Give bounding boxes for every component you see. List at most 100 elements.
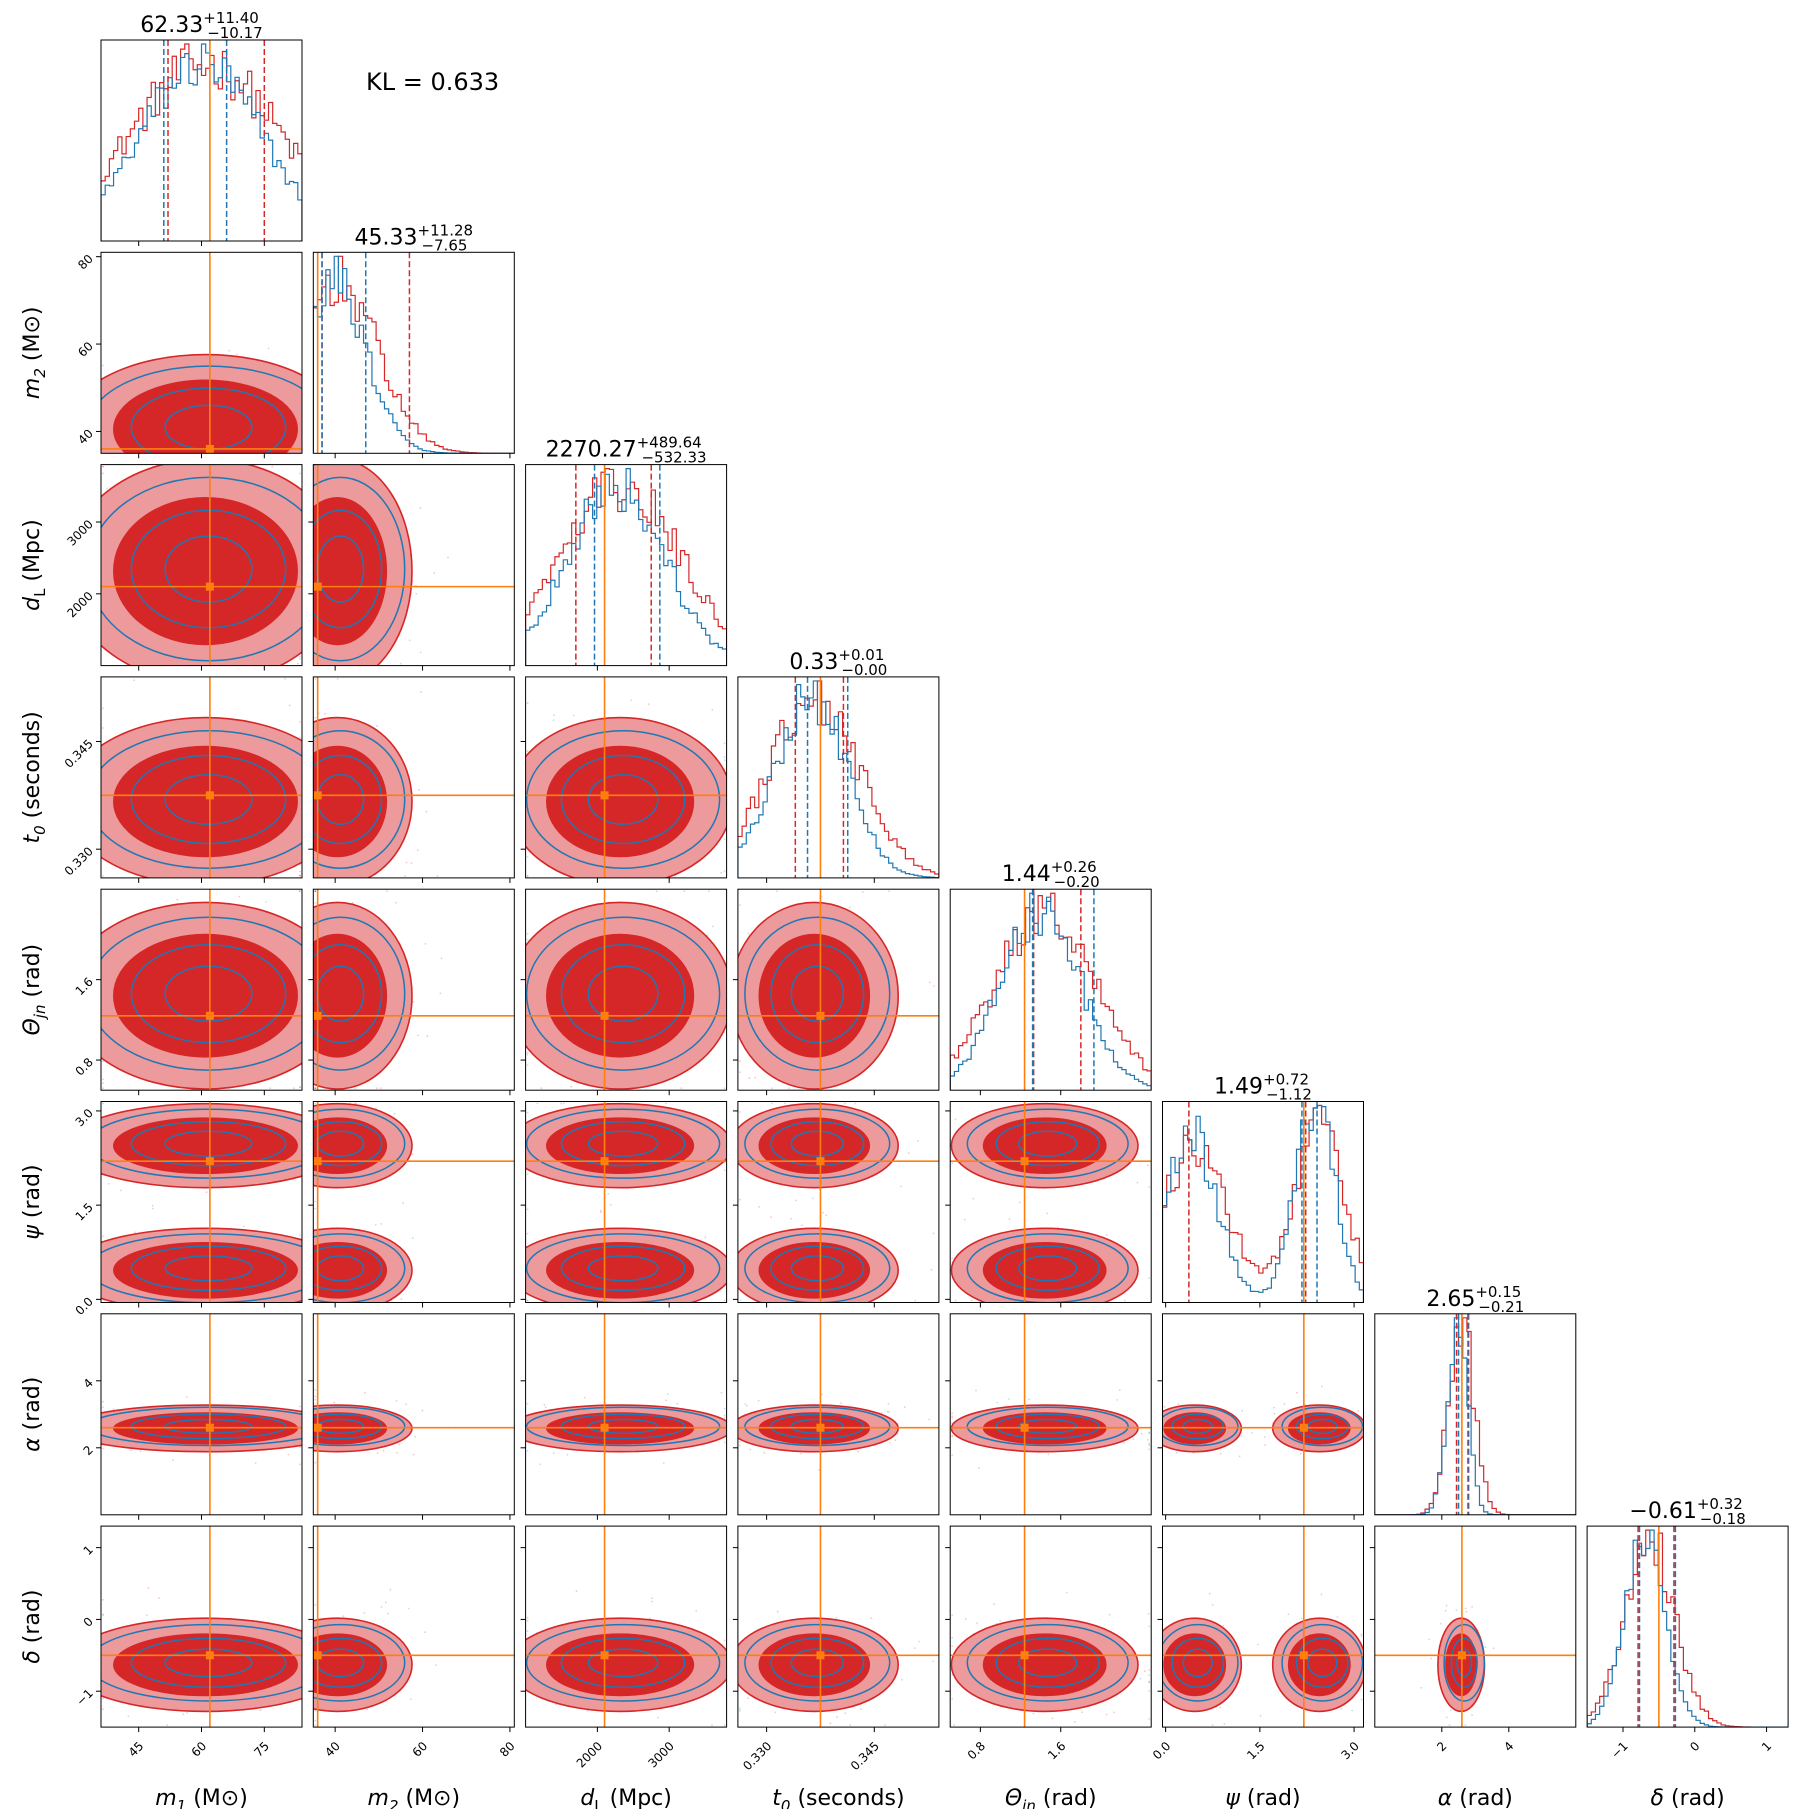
panel-frame [312, 251, 515, 454]
x-tick-label-psi: 3.0 [1338, 1739, 1361, 1762]
panel-frame [525, 1313, 728, 1516]
sample-point [152, 1207, 154, 1210]
sample-point [405, 1403, 407, 1406]
sample-point [1113, 1711, 1115, 1714]
sample-point [1007, 1398, 1010, 1400]
panel-frame [1162, 1313, 1364, 1516]
y-tick-label-theta_jn: 0.8 [73, 1055, 96, 1078]
sample-point [758, 1206, 761, 1208]
sample-point [683, 890, 686, 893]
sample-point [384, 1601, 387, 1604]
sample-point [393, 1112, 396, 1115]
x-tick-label-theta_jn: 1.6 [1045, 1739, 1068, 1762]
contour-blue-0 [101, 916, 302, 1071]
sample-point [1148, 1718, 1151, 1720]
sample-point [844, 1712, 847, 1715]
sample-point [363, 1612, 366, 1614]
y-tick-label-t0: 0.330 [62, 844, 96, 878]
sample-point [723, 1169, 726, 1172]
sample-point [657, 1716, 659, 1719]
sample-point [843, 1102, 846, 1105]
sample-point [776, 1610, 779, 1613]
x-tick-label-m2: 40 [322, 1739, 343, 1760]
panel-theta_jn-vs-t0 [732, 888, 940, 1096]
sample-point [376, 1452, 379, 1454]
posterior-title-alpha: 2.65+0.15 −0.21 [1426, 1283, 1524, 1316]
sample-point [647, 703, 650, 706]
sample-point [172, 1459, 174, 1462]
panel-frame [1374, 1525, 1577, 1728]
sample-point [1444, 1609, 1447, 1612]
sample-point [409, 1698, 412, 1701]
panel-delta-vs-dL: 2000 3000 dL (Mpc) [520, 1525, 728, 1809]
sample-point [1118, 1389, 1121, 1391]
sample-point [900, 1185, 902, 1188]
panel-alpha-vs-dL [520, 1313, 728, 1520]
contour-blue-0 [1281, 1623, 1364, 1702]
contour-red-inner [313, 497, 388, 646]
sample-point [1283, 1403, 1286, 1405]
sample-point [314, 678, 317, 680]
contour-blue-2 [587, 774, 659, 825]
panel-dL-vs-dL: 2270.27+489.64 −532.33 [525, 434, 728, 671]
x-axis-label-delta: δ (rad) [1651, 1786, 1725, 1809]
sample-point [886, 1410, 889, 1413]
panel-t0-vs-dL [520, 676, 728, 883]
sample-point [374, 1224, 377, 1226]
x-tick-label-alpha: 4 [1501, 1739, 1516, 1754]
sample-point [1492, 1647, 1495, 1650]
sample-point [314, 1087, 317, 1090]
sample-point [299, 1086, 301, 1089]
contour-blue-0 [525, 730, 721, 869]
contour-blue-0 [525, 916, 721, 1071]
sample-point [1360, 1633, 1363, 1636]
sample-point [299, 655, 301, 658]
contour-blue-1 [560, 1245, 686, 1292]
sample-point [999, 1620, 1001, 1622]
sample-point [723, 742, 726, 745]
sample-point [299, 1446, 301, 1449]
x-tick-label-m2: 80 [497, 1739, 518, 1760]
sample-point [976, 1622, 979, 1625]
sample-point [747, 1697, 749, 1700]
sample-point [1320, 1385, 1323, 1388]
panel-frame [1162, 1101, 1364, 1303]
sample-point [355, 1102, 357, 1105]
sample-point [951, 1636, 954, 1639]
sample-point [408, 639, 411, 642]
contour-blue-0 [101, 1406, 302, 1447]
sample-point [238, 895, 241, 898]
sample-point [770, 1216, 772, 1219]
sample-point [655, 890, 658, 893]
x-tick-label-theta_jn: 0.8 [965, 1739, 988, 1762]
truth-marker [816, 1651, 825, 1660]
contour-blue-1 [130, 509, 287, 629]
sample-point [708, 890, 710, 893]
truth-marker [313, 791, 322, 800]
sample-point [1123, 1442, 1125, 1444]
sample-point [543, 1403, 546, 1406]
histogram-blue-theta_jn [950, 892, 1152, 1091]
sample-point [928, 981, 931, 984]
sample-point [774, 1711, 777, 1714]
sample-point [419, 507, 422, 509]
contour-blue-0 [101, 1623, 302, 1702]
sample-point [102, 1102, 104, 1105]
sample-point [236, 353, 238, 356]
sample-point [1264, 1444, 1266, 1446]
sample-point [1259, 1714, 1262, 1717]
sample-point [314, 902, 317, 904]
sample-point [739, 904, 741, 907]
sample-point [352, 901, 354, 904]
sample-point [411, 1237, 414, 1240]
sample-point [964, 1618, 967, 1620]
panel-theta_jn-vs-m1: 0.8 1.6 Θjn (rad) [20, 888, 303, 1096]
sample-point [526, 1299, 529, 1302]
sample-point [526, 750, 529, 753]
contour-blue-1 [1171, 1413, 1225, 1440]
panel-frame [312, 1101, 515, 1303]
truth-marker [600, 1651, 609, 1660]
sample-point [1211, 1724, 1214, 1726]
sample-point [526, 1619, 529, 1622]
y-tick-label-m2: 60 [75, 339, 96, 360]
